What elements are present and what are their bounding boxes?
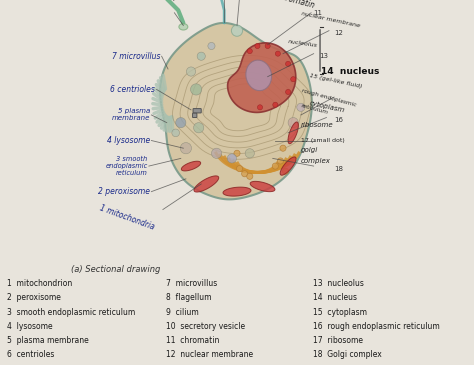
Text: 1 mitochondria: 1 mitochondria bbox=[98, 203, 155, 231]
Circle shape bbox=[272, 163, 278, 169]
Circle shape bbox=[257, 105, 263, 110]
Circle shape bbox=[208, 42, 215, 50]
Text: 8  flagellum: 8 flagellum bbox=[166, 293, 211, 303]
Circle shape bbox=[275, 51, 281, 56]
Text: 15 (gel-like fluid): 15 (gel-like fluid) bbox=[309, 73, 362, 89]
Text: 9  cilium: 9 cilium bbox=[166, 308, 199, 317]
Text: 16: 16 bbox=[334, 117, 343, 123]
Text: 2 peroxisome: 2 peroxisome bbox=[98, 187, 150, 196]
Circle shape bbox=[180, 143, 191, 154]
Text: 12: 12 bbox=[334, 30, 343, 36]
Circle shape bbox=[231, 25, 243, 36]
Circle shape bbox=[191, 84, 202, 95]
Text: reticulum: reticulum bbox=[301, 103, 329, 115]
Text: 4  lysosome: 4 lysosome bbox=[7, 322, 53, 331]
Text: golgi: golgi bbox=[301, 147, 318, 153]
Text: cytoplasm: cytoplasm bbox=[309, 100, 345, 113]
Circle shape bbox=[211, 148, 222, 158]
Text: 2  peroxisome: 2 peroxisome bbox=[7, 293, 61, 303]
Circle shape bbox=[228, 154, 237, 163]
Circle shape bbox=[172, 129, 180, 137]
Circle shape bbox=[297, 103, 305, 111]
Circle shape bbox=[186, 67, 196, 76]
Circle shape bbox=[285, 61, 291, 66]
Circle shape bbox=[237, 166, 243, 172]
Text: ribosome: ribosome bbox=[301, 122, 334, 128]
Circle shape bbox=[273, 102, 278, 107]
Circle shape bbox=[176, 118, 186, 128]
Circle shape bbox=[193, 123, 204, 133]
Circle shape bbox=[277, 158, 283, 164]
Polygon shape bbox=[228, 43, 296, 112]
Text: complex: complex bbox=[301, 158, 331, 164]
Text: 5  plasma membrane: 5 plasma membrane bbox=[7, 336, 89, 345]
Text: 3 smooth
endoplasmic
reticulum: 3 smooth endoplasmic reticulum bbox=[105, 156, 147, 176]
Text: Chromatin: Chromatin bbox=[275, 0, 316, 10]
Text: 11  chromatin: 11 chromatin bbox=[166, 336, 219, 345]
Polygon shape bbox=[160, 23, 312, 199]
Text: 11: 11 bbox=[314, 10, 323, 16]
Ellipse shape bbox=[246, 60, 272, 91]
Circle shape bbox=[283, 168, 289, 174]
Circle shape bbox=[285, 89, 291, 95]
Text: rough endoplasmic: rough endoplasmic bbox=[301, 88, 357, 107]
Polygon shape bbox=[250, 181, 275, 192]
Text: 7  microvillus: 7 microvillus bbox=[166, 279, 217, 288]
Text: 3  smooth endoplasmic reticulum: 3 smooth endoplasmic reticulum bbox=[7, 308, 136, 317]
Text: 18  Golgi complex: 18 Golgi complex bbox=[313, 350, 382, 360]
Circle shape bbox=[291, 77, 296, 82]
Polygon shape bbox=[288, 122, 298, 144]
Polygon shape bbox=[182, 161, 201, 171]
Text: nuclear membrane: nuclear membrane bbox=[301, 11, 361, 28]
Text: (a) Sectional drawing: (a) Sectional drawing bbox=[71, 265, 161, 274]
Circle shape bbox=[197, 52, 205, 60]
Circle shape bbox=[247, 49, 252, 54]
Text: 13  nucleolus: 13 nucleolus bbox=[313, 279, 364, 288]
Circle shape bbox=[242, 171, 248, 177]
Circle shape bbox=[245, 149, 255, 158]
Polygon shape bbox=[194, 176, 219, 192]
Text: 1  mitochondrion: 1 mitochondrion bbox=[7, 279, 73, 288]
Polygon shape bbox=[280, 157, 296, 175]
Text: 5 plasma
membrane: 5 plasma membrane bbox=[112, 108, 150, 122]
Text: 17  ribosome: 17 ribosome bbox=[313, 336, 363, 345]
Circle shape bbox=[255, 43, 260, 49]
Text: 7 microvillus: 7 microvillus bbox=[112, 52, 160, 61]
FancyBboxPatch shape bbox=[192, 113, 197, 118]
Text: 15  cytoplasm: 15 cytoplasm bbox=[313, 308, 367, 317]
Ellipse shape bbox=[179, 24, 188, 30]
Text: 18: 18 bbox=[334, 166, 343, 172]
Circle shape bbox=[234, 150, 240, 156]
FancyBboxPatch shape bbox=[193, 109, 201, 113]
Text: nucleolus: nucleolus bbox=[288, 39, 319, 49]
Text: 6 centrioles: 6 centrioles bbox=[110, 85, 155, 94]
Circle shape bbox=[280, 145, 286, 151]
Text: 14  nucleus: 14 nucleus bbox=[313, 293, 357, 303]
Circle shape bbox=[265, 43, 270, 49]
FancyBboxPatch shape bbox=[109, 0, 365, 255]
Text: 16  rough endoplasmic reticulum: 16 rough endoplasmic reticulum bbox=[313, 322, 439, 331]
Text: 8
flagellum: 8 flagellum bbox=[142, 0, 179, 3]
Text: 17 (small dot): 17 (small dot) bbox=[301, 138, 345, 143]
Circle shape bbox=[288, 118, 298, 128]
Text: 4 lysosome: 4 lysosome bbox=[107, 136, 150, 145]
Text: 13: 13 bbox=[319, 53, 328, 59]
Polygon shape bbox=[223, 187, 251, 196]
Circle shape bbox=[246, 173, 253, 179]
Text: 10  secretory vesicle: 10 secretory vesicle bbox=[166, 322, 245, 331]
Text: 14  nucleus: 14 nucleus bbox=[321, 67, 380, 76]
Text: 12  nuclear membrane: 12 nuclear membrane bbox=[166, 350, 253, 360]
Text: 6  centrioles: 6 centrioles bbox=[7, 350, 55, 360]
